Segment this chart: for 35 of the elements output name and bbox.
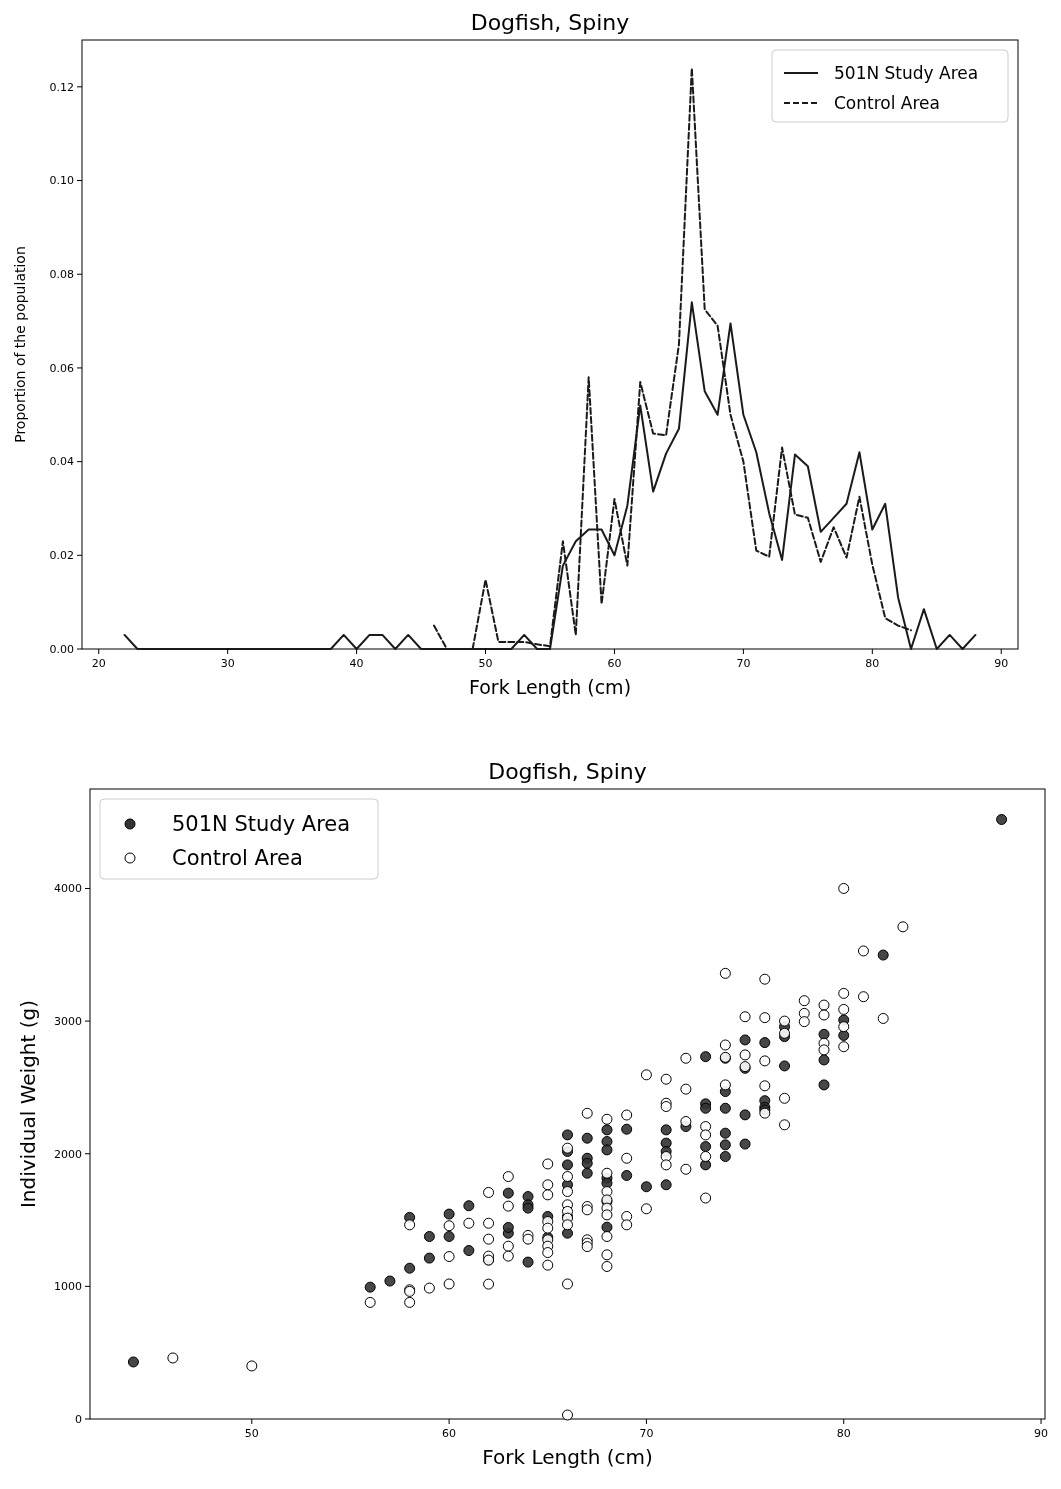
y-axis-title: Individual Weight (g) [16, 999, 40, 1209]
y-tick-label: 0 [75, 1412, 82, 1426]
x-tick-label: 80 [836, 1427, 851, 1440]
y-tick-label: 0.08 [49, 268, 74, 282]
y-axis-title: Proportion of the population [12, 246, 28, 443]
x-tick-label: 70 [639, 1427, 654, 1440]
chart-title: Dogfish, Spiny [488, 759, 647, 784]
legend-label: 501N Study Area [172, 812, 351, 837]
chart-title: Dogfish, Spiny [470, 10, 630, 35]
x-tick-label: 30 [220, 657, 235, 670]
x-tick-label: 50 [244, 1427, 259, 1440]
y-tick-label: 0.10 [49, 174, 74, 188]
y-tick-label: 2000 [54, 1147, 82, 1161]
x-tick-label: 50 [478, 657, 493, 670]
x-axis-title: Fork Length (cm) [468, 676, 632, 698]
x-tick-label: 80 [865, 657, 880, 670]
y-tick-label: 0.02 [49, 549, 74, 563]
y-tick-label: 0.00 [49, 642, 74, 656]
x-tick-label: 70 [736, 657, 751, 670]
x-axis-title: Fork Length (cm) [482, 1445, 653, 1469]
y-tick-label: 3000 [54, 1014, 82, 1028]
x-tick-label: 90 [994, 657, 1009, 670]
y-tick-label: 0.06 [49, 361, 74, 375]
x-tick-label: 40 [349, 657, 364, 670]
x-tick-label: 60 [442, 1427, 457, 1440]
x-tick-label: 60 [607, 657, 622, 670]
x-tick-label: 90 [1034, 1427, 1049, 1440]
y-tick-label: 0.04 [49, 455, 74, 469]
legend-label: 501N Study Area [834, 62, 979, 83]
x-tick-label: 20 [91, 657, 106, 670]
y-tick-label: 0.12 [49, 80, 74, 94]
legend-label: Control Area [834, 92, 940, 113]
legend-label: Control Area [172, 846, 303, 871]
y-tick-label: 1000 [54, 1280, 82, 1294]
y-tick-label: 4000 [54, 882, 82, 896]
